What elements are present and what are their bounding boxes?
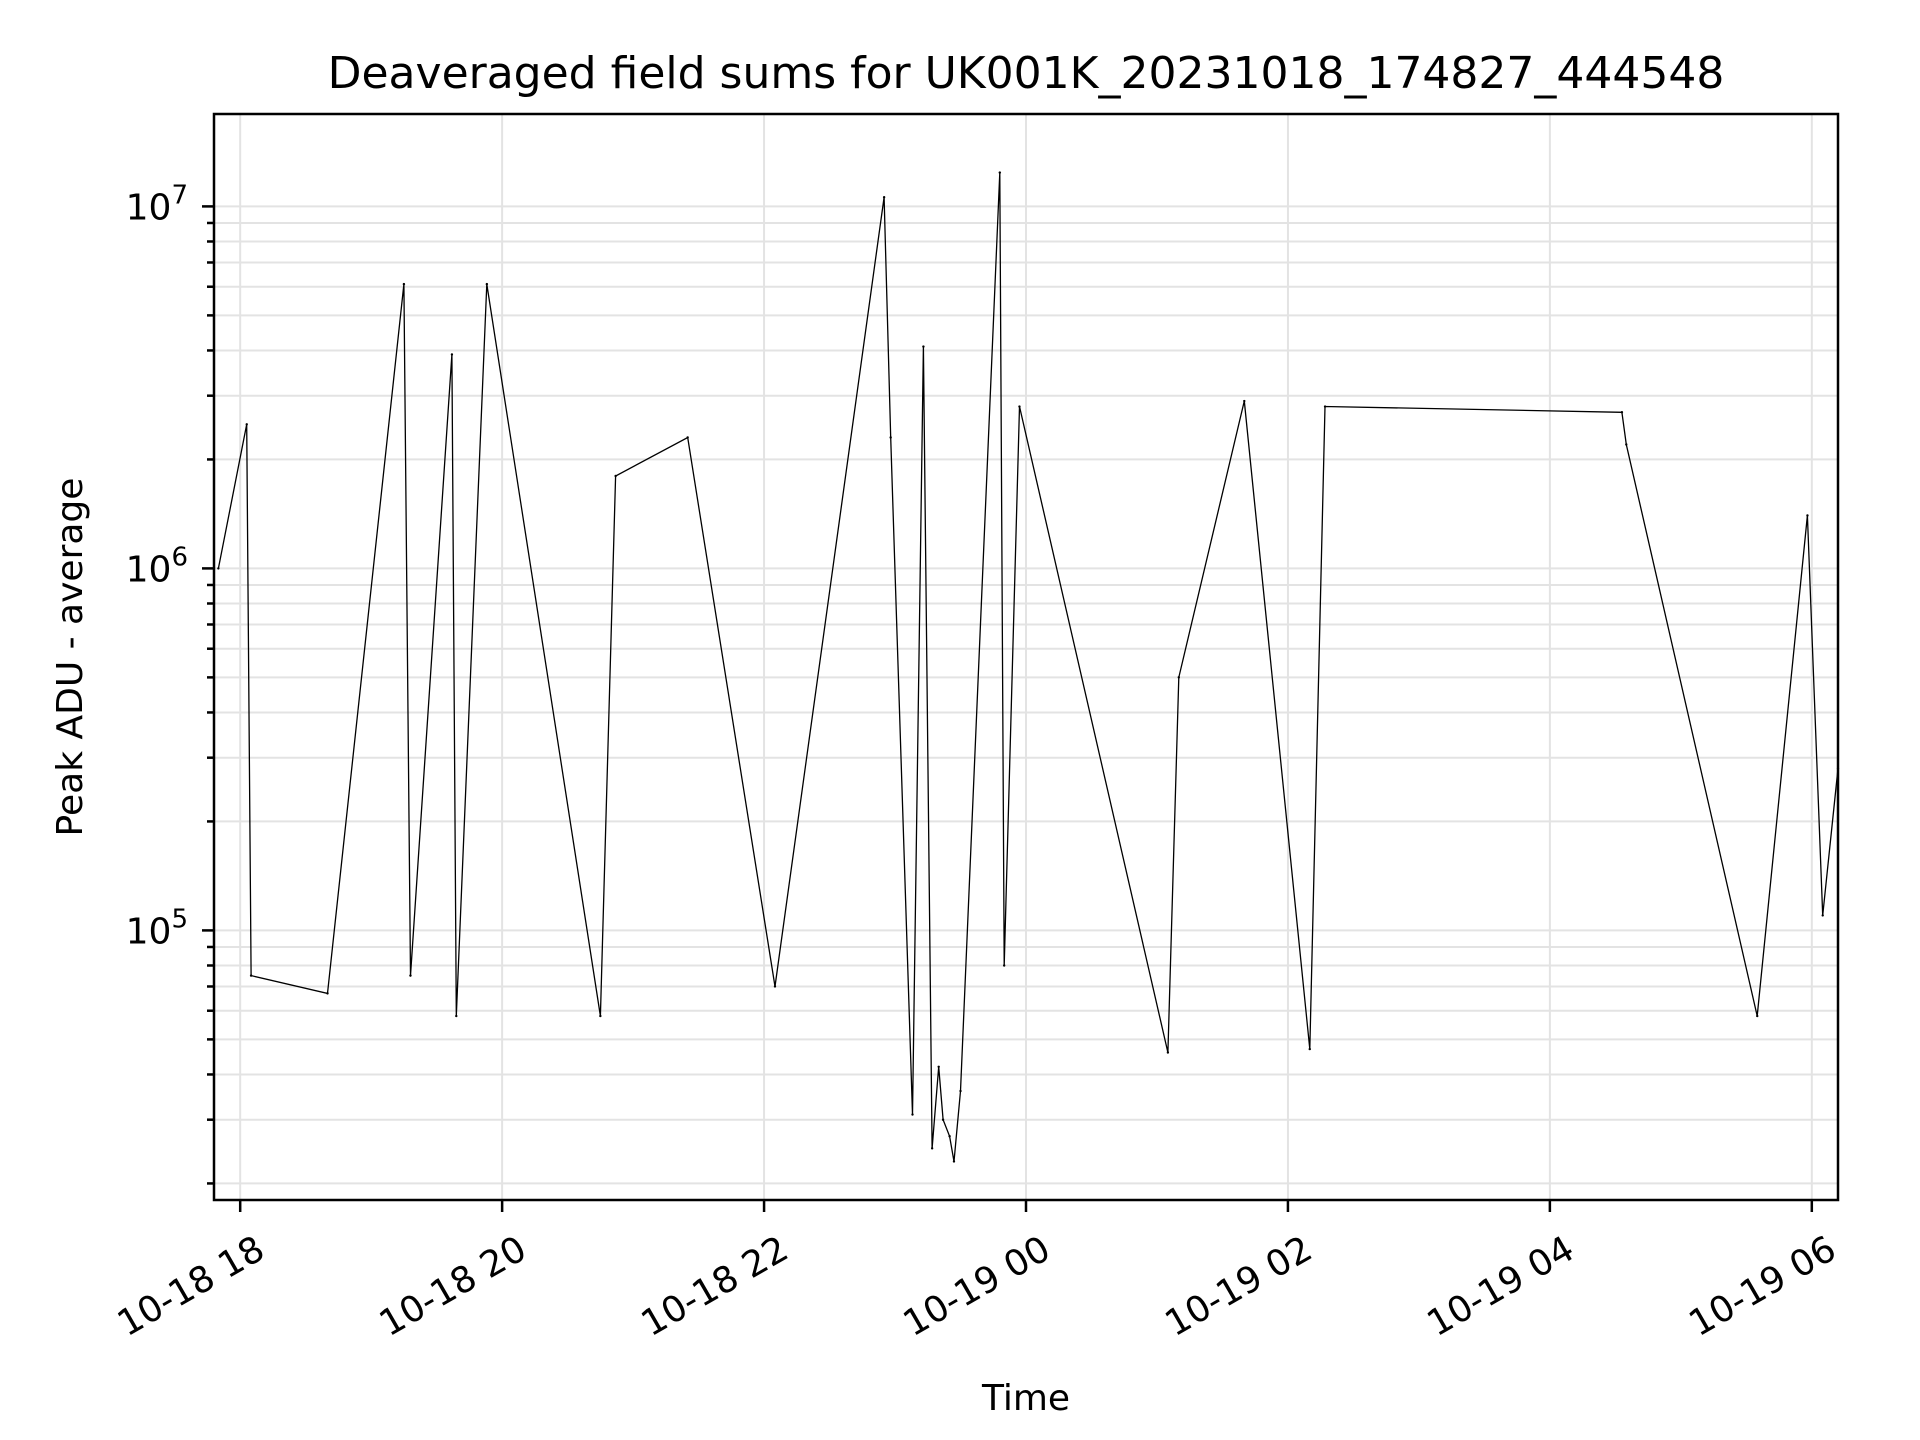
series-point — [402, 282, 406, 286]
y-tick-label: 105 — [126, 904, 188, 952]
series-point — [1002, 964, 1006, 967]
series-point — [1018, 405, 1021, 408]
series-point — [455, 1014, 458, 1018]
x-axis-title: Time — [981, 1378, 1070, 1419]
series-point — [959, 1089, 962, 1093]
series-point — [1756, 1014, 1759, 1018]
series-point — [1308, 1047, 1311, 1051]
series-layer — [217, 171, 1840, 1163]
series-point — [937, 1065, 940, 1068]
series-point — [686, 436, 689, 439]
series-point — [599, 1014, 602, 1018]
series-point — [1243, 399, 1246, 403]
series-point — [948, 1135, 951, 1138]
series-point — [326, 992, 329, 995]
series-point — [614, 474, 617, 478]
series-point — [773, 985, 777, 988]
series-point — [1625, 443, 1628, 446]
series-point — [1821, 914, 1824, 917]
series-point — [922, 345, 925, 348]
series-point — [245, 423, 248, 426]
series-point — [998, 171, 1002, 174]
series-point — [450, 353, 454, 356]
series-point — [882, 196, 886, 199]
series-point — [1177, 676, 1180, 679]
series-point — [485, 282, 489, 286]
series-point — [911, 1113, 914, 1116]
series-point — [1806, 514, 1809, 517]
chart-title: Deaveraged field sums for UK001K_2023101… — [328, 48, 1725, 99]
series-point — [249, 974, 253, 977]
series-point — [1620, 411, 1624, 414]
series-point — [941, 1118, 945, 1121]
series-point — [217, 567, 220, 570]
y-tick-label: 106 — [126, 542, 188, 590]
grid — [214, 114, 1838, 1200]
series-point — [952, 1160, 956, 1163]
series-point — [1323, 405, 1327, 408]
series-point — [889, 436, 892, 439]
y-tick-label: 107 — [126, 180, 188, 228]
series-point — [1166, 1051, 1170, 1054]
y-axis-title: Peak ADU - average — [50, 478, 91, 837]
series-point — [409, 974, 412, 977]
series-point — [930, 1147, 934, 1150]
